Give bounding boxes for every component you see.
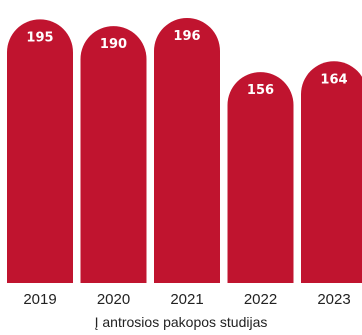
x-axis-title: Į antrosios pakopos studijas xyxy=(95,314,268,330)
x-tick-labels-group: 2019 2020 2021 2022 2023 xyxy=(23,291,350,308)
bar-value-label-2023: 164 xyxy=(320,72,347,87)
x-tick-label-2021: 2021 xyxy=(170,291,203,308)
bar-value-label-2020: 190 xyxy=(100,37,127,52)
x-tick-label-2022: 2022 xyxy=(244,291,277,308)
bar-2022 xyxy=(227,72,294,283)
x-tick-label-2020: 2020 xyxy=(97,291,130,308)
bar-value-label-2021: 196 xyxy=(173,29,200,44)
value-labels-group: 195 190 196 156 164 xyxy=(26,29,347,98)
bar-2023 xyxy=(301,61,362,283)
bar-value-label-2022: 156 xyxy=(247,83,274,98)
bar-value-label-2019: 195 xyxy=(26,30,53,45)
bar-2020 xyxy=(80,26,147,284)
bar-2019 xyxy=(7,19,73,284)
bars-group xyxy=(7,18,362,284)
bar-2021 xyxy=(154,18,220,284)
x-tick-label-2019: 2019 xyxy=(23,291,56,308)
x-tick-label-2023: 2023 xyxy=(317,291,350,308)
